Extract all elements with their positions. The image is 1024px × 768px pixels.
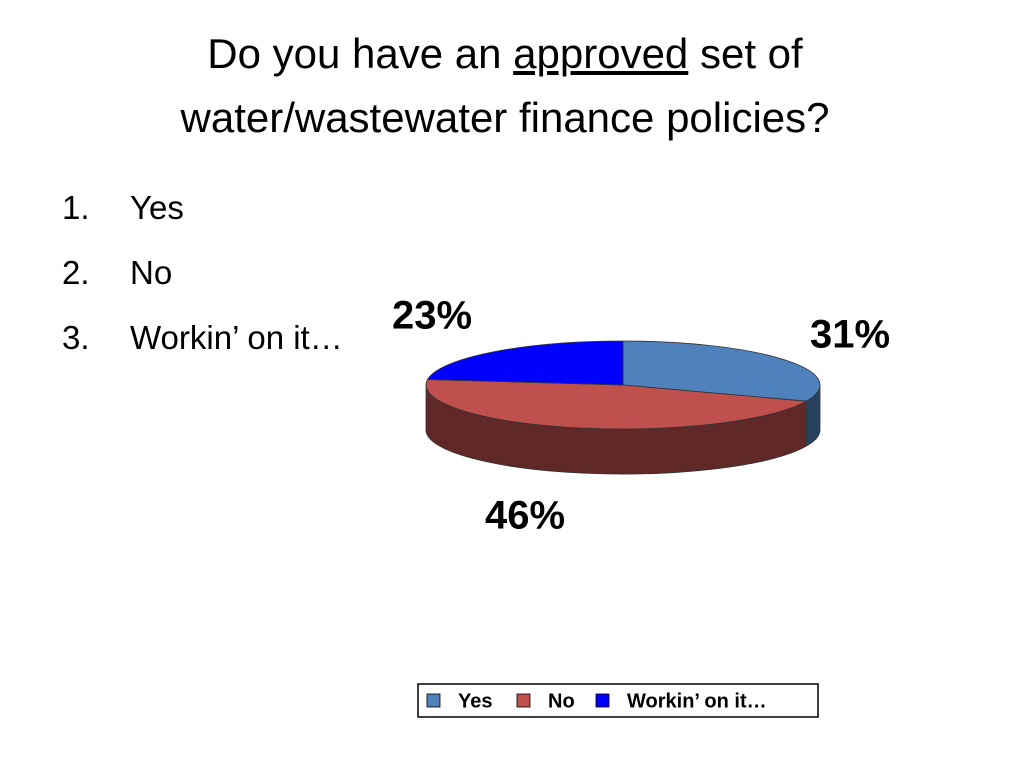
list-number: 2.: [62, 254, 90, 291]
legend-label: Yes: [458, 690, 492, 712]
list-text: Workin’ on it…: [130, 319, 343, 356]
title-text: water/wastewater finance policies?: [180, 94, 830, 141]
title-text: set of: [688, 30, 803, 77]
pie-slice: [622, 340, 821, 402]
legend-swatch: [595, 693, 610, 708]
data-label: 31%: [810, 313, 890, 357]
title-text: Do you have an: [207, 30, 514, 77]
pie-slice: [425, 379, 808, 430]
title-underlined: approved: [513, 30, 689, 77]
pie-slice: [426, 340, 624, 386]
list-item: 1. Yes: [62, 188, 352, 228]
legend-label: No: [548, 690, 575, 712]
legend-box: [417, 683, 819, 718]
legend-swatch: [516, 693, 531, 708]
legend-label: Workin’ on it…: [627, 690, 767, 712]
data-label: 46%: [485, 494, 565, 538]
list-item: 2. No: [62, 253, 352, 293]
list-number: 1.: [62, 189, 90, 226]
list-text: No: [130, 254, 173, 291]
list-text: Yes: [130, 189, 184, 226]
list-number: 3.: [62, 319, 90, 356]
list-item: 3. Workin’ on it…: [62, 318, 352, 358]
data-label: 23%: [392, 294, 472, 338]
option-list: 1. Yes 2. No 3. Workin’ on it…: [62, 188, 352, 383]
slide-title: Do you have an approved set of water/was…: [0, 22, 1010, 150]
legend-swatch: [426, 693, 441, 708]
